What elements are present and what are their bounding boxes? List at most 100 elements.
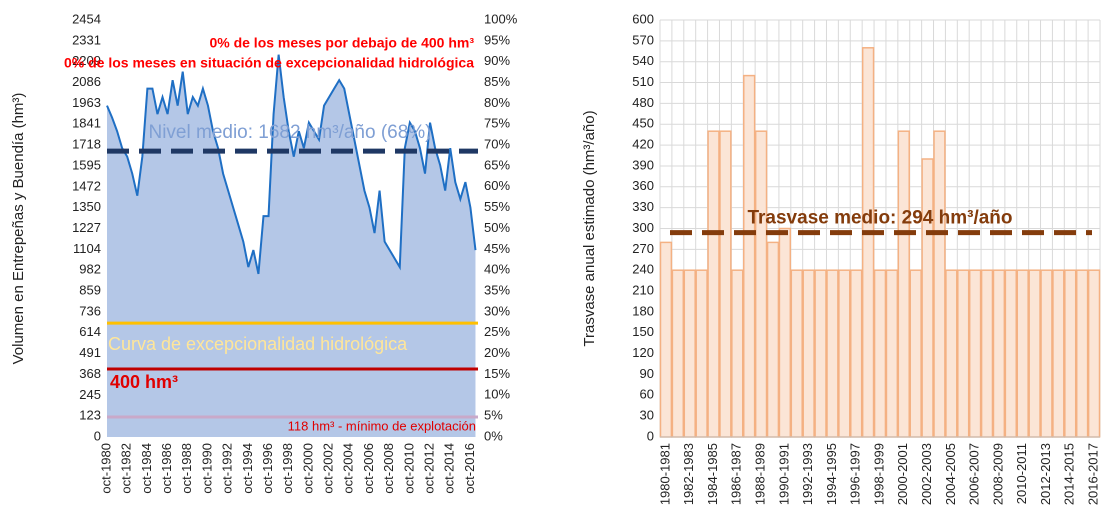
bar: [826, 269, 839, 438]
y-tick-label: 1718: [72, 137, 101, 152]
y-tick-label: 2086: [72, 74, 101, 89]
y-tick-label: 540: [632, 53, 654, 68]
x-tick-label: 2012-2013: [1038, 443, 1053, 505]
bar: [1075, 269, 1089, 438]
x-tick-label: 2014-2015: [1062, 443, 1077, 505]
y-tick-label: 360: [632, 178, 654, 193]
bar: [778, 227, 792, 438]
y-tick-label: 120: [632, 345, 654, 360]
x-tick-label: 2008-2009: [990, 443, 1005, 505]
y2-tick-label: 100%: [484, 11, 518, 26]
x-tick-label: oct-1990: [199, 443, 214, 494]
y2-tick-label: 30%: [484, 303, 510, 318]
bar: [957, 269, 970, 438]
x-tick-label: 2004-2005: [943, 443, 958, 505]
x-tick-label: oct-2014: [442, 443, 457, 494]
bar: [1028, 269, 1041, 438]
bar: [945, 269, 958, 438]
x-tick-label: 2000-2001: [895, 443, 910, 505]
y-tick-label: 0: [647, 428, 654, 443]
bar: [814, 269, 827, 438]
y-axis-label: Trasvase anual estimado (hm³/año): [581, 110, 598, 346]
x-tick-label: 1992-1993: [800, 443, 815, 505]
y2-tick-label: 95%: [484, 32, 510, 47]
y-tick-label: 30: [640, 408, 654, 423]
bar: [885, 269, 899, 438]
x-tick-label: oct-2004: [341, 443, 356, 494]
y2-tick-label: 70%: [484, 137, 510, 152]
bar: [850, 269, 863, 438]
x-tick-label: 2006-2007: [967, 443, 982, 505]
annotation: 0% de los meses por debajo de 400 hm³: [209, 35, 474, 51]
x-tick-label: oct-1982: [119, 443, 134, 494]
bar: [1016, 269, 1029, 438]
y-tick-label: 480: [632, 95, 654, 110]
bar: [1087, 269, 1101, 438]
y-tick-label: 90: [640, 366, 654, 381]
y2-tick-label: 10%: [484, 387, 510, 402]
bar: [659, 241, 673, 438]
y-tick-label: 2454: [72, 11, 101, 26]
reference-label: Curva de excepcionalidad hidrológica: [108, 334, 408, 354]
bar: [992, 269, 1006, 438]
y-tick-label: 390: [632, 157, 654, 172]
bar: [980, 269, 994, 438]
y-tick-label: 240: [632, 262, 654, 277]
y-tick-label: 614: [79, 324, 101, 339]
bar: [1064, 269, 1077, 438]
y-tick-label: 1104: [73, 241, 101, 256]
x-tick-label: 1998-1999: [871, 443, 886, 505]
reference-label: 118 hm³ - mínimo de explotación: [288, 418, 476, 433]
bar: [671, 269, 685, 438]
bar: [754, 130, 768, 438]
y-tick-label: 245: [79, 387, 101, 402]
bar: [1052, 269, 1065, 438]
volume-line: [106, 54, 477, 275]
y-axis-label: Volumen en Entrepeñas y Buendía (hm³): [10, 93, 27, 365]
y2-tick-label: 90%: [484, 53, 510, 68]
y-tick-label: 1350: [72, 199, 101, 214]
y2-tick-label: 5%: [484, 408, 503, 423]
x-tick-label: 1984-1985: [705, 443, 720, 505]
y2-tick-label: 0%: [484, 428, 503, 443]
y-tick-label: 330: [632, 199, 654, 214]
bar: [921, 158, 934, 438]
y-tick-label: 60: [640, 387, 654, 402]
y-tick-label: 570: [632, 32, 654, 47]
x-tick-label: 1994-1995: [824, 443, 839, 505]
bar: [707, 130, 720, 438]
y-tick-label: 180: [632, 303, 654, 318]
x-tick-label: 1996-1997: [848, 443, 863, 505]
x-tick-label: oct-1986: [159, 443, 174, 494]
y2-tick-label: 40%: [484, 262, 510, 277]
x-tick-label: oct-1988: [179, 443, 194, 494]
bar: [1004, 269, 1018, 438]
y2-tick-label: 80%: [484, 95, 510, 110]
y2-tick-label: 20%: [484, 345, 510, 360]
reference-label: Trasvase medio: 294 hm³/año: [747, 208, 1012, 229]
y-tick-label: 982: [79, 262, 101, 277]
y-tick-label: 450: [632, 116, 654, 131]
x-tick-label: oct-2016: [462, 443, 477, 494]
y2-tick-label: 45%: [484, 241, 510, 256]
y-tick-label: 1841: [72, 116, 101, 131]
x-tick-label: 1990-1991: [776, 443, 791, 505]
y2-tick-label: 25%: [484, 324, 510, 339]
y2-tick-label: 35%: [484, 282, 510, 297]
bar: [873, 269, 887, 438]
y-tick-label: 1227: [72, 220, 101, 235]
x-tick-label: oct-1984: [139, 443, 154, 494]
x-tick-label: oct-1992: [220, 443, 235, 494]
bar: [695, 269, 708, 438]
y-tick-label: 123: [79, 408, 101, 423]
x-tick-label: 1982-1983: [681, 443, 696, 505]
y-tick-label: 0: [94, 428, 101, 443]
y-tick-label: 210: [632, 282, 654, 297]
bar: [719, 130, 732, 438]
y-tick-label: 368: [79, 366, 101, 381]
reference-label: Nivel medio: 1682 hm³/año (68%): [148, 122, 431, 143]
bar: [683, 269, 696, 438]
y2-tick-label: 55%: [484, 199, 510, 214]
x-tick-label: oct-1998: [280, 443, 295, 494]
area-fill: [107, 54, 476, 437]
